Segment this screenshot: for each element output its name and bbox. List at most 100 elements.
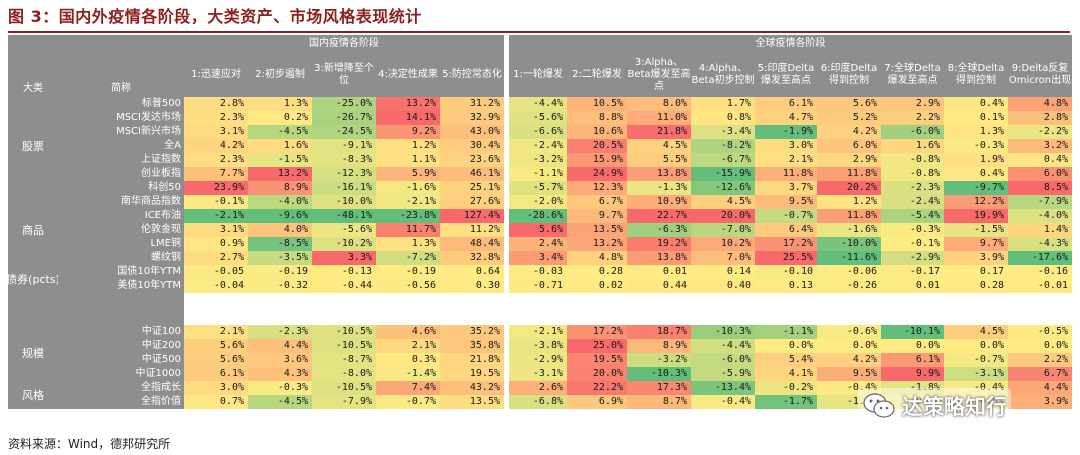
value-cell: -4.4% <box>509 97 567 111</box>
value-cell: 8.9% <box>627 339 691 353</box>
header-global-stage-9: 9:Delta反复Omicron出现 <box>1008 63 1072 86</box>
value-cell: 10.9% <box>627 195 691 209</box>
header-global-stage-2: 2:二轮爆发 <box>572 69 622 80</box>
wechat-icon <box>863 393 895 418</box>
row-name: 全指成长 <box>58 381 184 395</box>
value-cell: 6.1% <box>881 353 944 367</box>
value-cell: 2.9% <box>817 153 881 167</box>
value-cell: -2.9% <box>509 353 567 367</box>
value-cell: 13.2% <box>248 167 312 181</box>
value-cell: 15.9% <box>567 153 627 167</box>
row-name: 科创50 <box>58 181 184 195</box>
value-cell: -0.7% <box>944 353 1008 367</box>
value-cell: -1.1% <box>509 167 567 181</box>
value-cell: -0.7% <box>376 395 440 409</box>
header-global-stage-8: 8:全球Delta得到控制 <box>947 63 1005 86</box>
value-cell: -8.2% <box>691 139 755 153</box>
value-cell: 1.2% <box>817 195 881 209</box>
value-cell: -3.1% <box>944 367 1008 381</box>
value-cell: -0.3% <box>881 223 944 237</box>
value-cell: -0.19 <box>376 265 440 279</box>
value-cell: 1.1% <box>376 153 440 167</box>
row-name: MSCI新兴市场 <box>58 125 184 139</box>
value-cell: 3.0% <box>755 139 817 153</box>
value-cell: 2.1% <box>376 339 440 353</box>
row-name: 中证500 <box>58 353 184 367</box>
title-rule <box>8 31 1070 33</box>
value-cell: 0.4% <box>944 167 1008 181</box>
value-cell: -2.1% <box>376 195 440 209</box>
value-cell: -10.3% <box>627 367 691 381</box>
value-cell: -2.1% <box>509 325 567 339</box>
watermark-text: 达策略知行 <box>902 395 1007 419</box>
value-cell: 4.7% <box>755 111 817 125</box>
value-cell: -6.6% <box>509 125 567 139</box>
value-cell: 48.4% <box>440 237 504 251</box>
value-cell: 18.7% <box>627 325 691 339</box>
value-cell: 22.2% <box>567 381 627 395</box>
value-cell: 11.0% <box>627 111 691 125</box>
value-cell: 9.5% <box>817 367 881 381</box>
value-cell: -2.4% <box>509 139 567 153</box>
value-cell: 0.1% <box>944 111 1008 125</box>
separator-5 <box>504 381 509 409</box>
value-cell: 13.8% <box>627 251 691 265</box>
value-cell: 23.6% <box>440 153 504 167</box>
value-cell: -0.3% <box>881 395 944 409</box>
value-cell: -3.8% <box>509 339 567 353</box>
value-cell: 2.1% <box>184 325 248 339</box>
row-name: MSCI发达市场 <box>58 111 184 125</box>
row-name: 美债10年YTM <box>58 279 184 293</box>
value-cell: -2.1% <box>184 209 248 223</box>
value-cell: 9.7% <box>944 237 1008 251</box>
value-cell: 127.4% <box>440 209 504 223</box>
value-cell: 13.2% <box>567 237 627 251</box>
row-name: 伦敦金现 <box>58 223 184 237</box>
value-cell: 0.28 <box>567 265 627 279</box>
value-cell: 5.4% <box>755 353 817 367</box>
value-cell: -1.5% <box>248 153 312 167</box>
value-cell: 0.28 <box>944 279 1008 293</box>
value-cell: 0.17 <box>944 265 1008 279</box>
value-cell: -11.6% <box>817 251 881 265</box>
value-cell: 0.13 <box>755 279 817 293</box>
value-cell: -0.4% <box>817 381 881 395</box>
value-cell: 5.6% <box>184 353 248 367</box>
value-cell: 17.2% <box>567 325 627 339</box>
value-cell: 3.9% <box>944 251 1008 265</box>
value-cell: 4.1% <box>755 367 817 381</box>
value-cell: 27.6% <box>440 195 504 209</box>
header-group-global: 全球疫情各阶段 <box>755 38 826 49</box>
value-cell: 6.0% <box>817 139 881 153</box>
value-cell: 5.9% <box>376 167 440 181</box>
value-cell: -0.13 <box>312 265 376 279</box>
value-cell: 0.4% <box>944 97 1008 111</box>
value-cell: -1.3% <box>627 181 691 195</box>
value-cell: 25.0% <box>567 339 627 353</box>
value-cell: 3.2% <box>1008 139 1072 153</box>
category-1: 股票 <box>8 97 58 195</box>
value-cell: 20.5% <box>567 139 627 153</box>
value-cell: 8.9% <box>248 181 312 195</box>
value-cell: -1.9% <box>755 125 817 139</box>
value-cell: 0.44 <box>627 279 691 293</box>
value-cell: -3.4% <box>691 125 755 139</box>
value-cell: -10.3% <box>691 325 755 339</box>
value-cell: 20.0% <box>567 367 627 381</box>
value-cell: 11.8% <box>755 167 817 181</box>
category-3: 债券(pcts) <box>8 265 58 293</box>
value-cell: 19.5% <box>567 353 627 367</box>
value-cell: 20.2% <box>817 181 881 195</box>
value-cell: -48.1% <box>312 209 376 223</box>
value-cell: 1.4% <box>1008 223 1072 237</box>
value-cell: 11.8% <box>817 209 881 223</box>
value-cell: -7.0% <box>691 223 755 237</box>
value-cell: 23.9% <box>184 181 248 195</box>
value-cell: 9.9% <box>881 367 944 381</box>
row-name: 中证200 <box>58 339 184 353</box>
value-cell: -6.0% <box>881 125 944 139</box>
value-cell: -2.3% <box>881 181 944 195</box>
value-cell: 11.7% <box>376 223 440 237</box>
value-cell: 6.4% <box>755 223 817 237</box>
value-cell: -0.32 <box>248 279 312 293</box>
